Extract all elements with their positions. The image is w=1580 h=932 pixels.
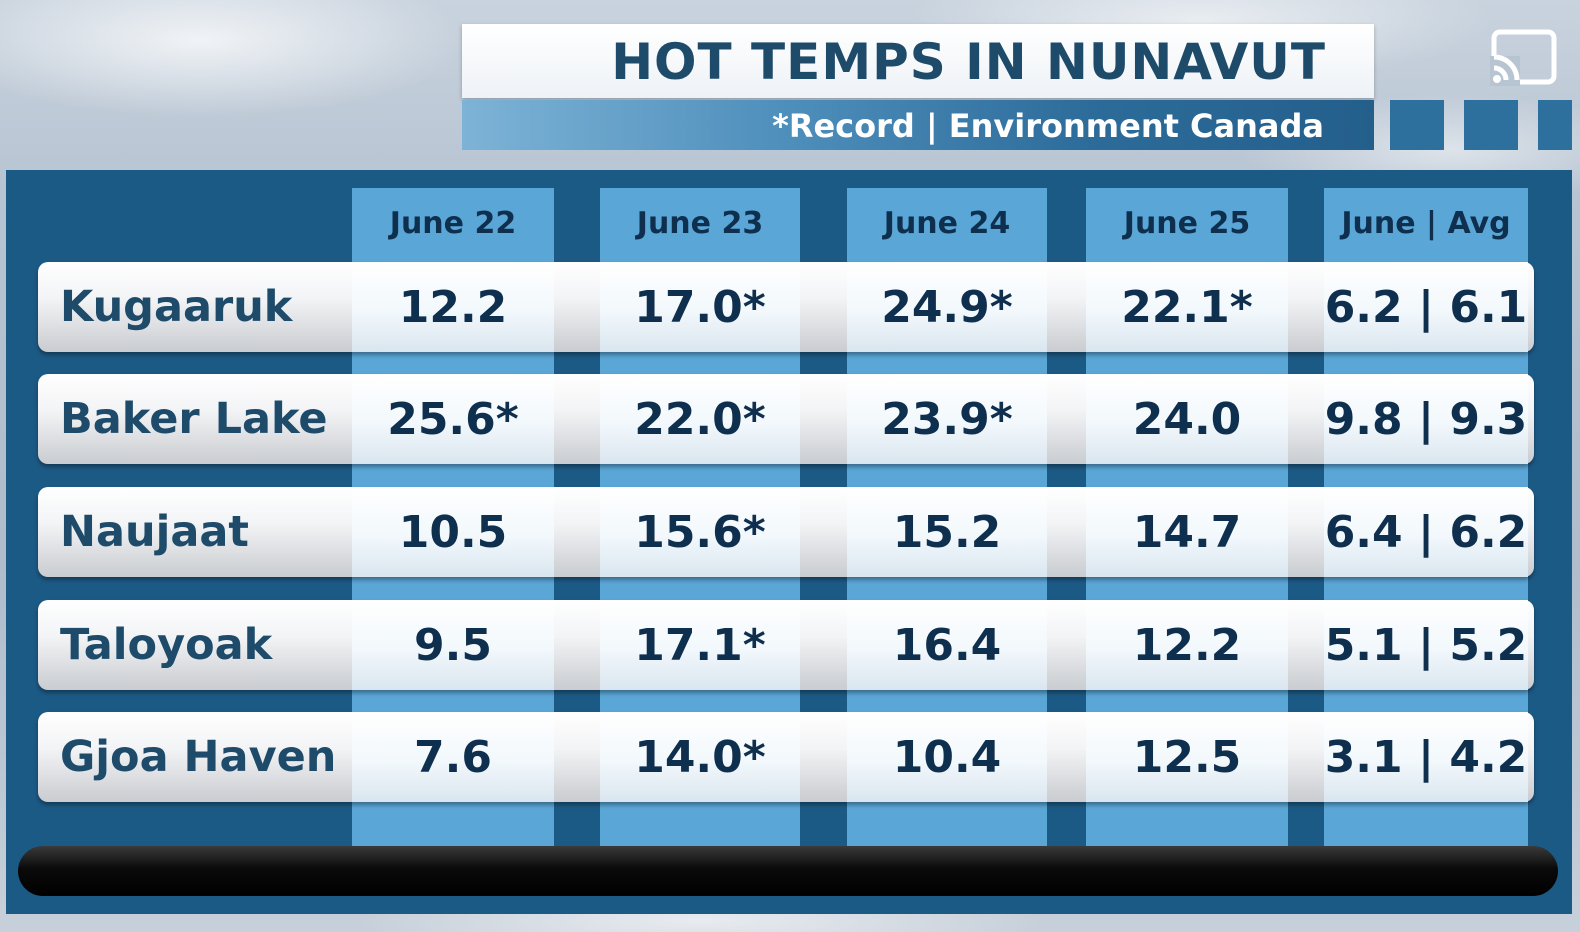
cell-value: 24.0: [1132, 393, 1242, 445]
bottom-bar: [18, 846, 1558, 896]
table-cell: [352, 600, 554, 690]
cell-value: 12.2: [398, 281, 508, 333]
cell-value: 25.6*: [387, 393, 519, 445]
cell-value: 10.4: [892, 731, 1002, 783]
column-header: June 25: [1123, 205, 1251, 241]
table-cell: [1086, 487, 1288, 577]
table-cell: [352, 712, 554, 802]
table-cell: [352, 374, 554, 464]
table-cell: [1324, 262, 1528, 352]
cell-value: 23.9*: [881, 393, 1013, 445]
table-cell: [600, 487, 800, 577]
row-label: Taloyoak: [60, 620, 273, 670]
cell-value: 14.7: [1132, 506, 1242, 558]
table-cell: [1324, 712, 1528, 802]
table-cell: [600, 600, 800, 690]
row-label: Baker Lake: [60, 394, 328, 444]
table-cell: [352, 487, 554, 577]
table-cell: [1324, 374, 1528, 464]
column-header: June 24: [883, 205, 1011, 241]
table-cell: [847, 262, 1047, 352]
cell-value: 12.5: [1132, 731, 1242, 783]
cell-value: 10.5: [398, 506, 508, 558]
subtitle-banner: *Record | Environment Canada: [462, 100, 1374, 150]
table-cell: [1086, 262, 1288, 352]
cell-value: 15.2: [892, 506, 1002, 558]
cell-value: 3.1 | 4.2: [1324, 731, 1528, 783]
table-cell: [847, 712, 1047, 802]
table-cell: [1086, 374, 1288, 464]
table-cell: [1324, 487, 1528, 577]
cell-value: 17.1*: [634, 619, 766, 671]
chart-title: HOT TEMPS IN NUNAVUT: [611, 33, 1326, 91]
cell-value: 22.1*: [1121, 281, 1253, 333]
cell-value: 6.4 | 6.2: [1324, 506, 1528, 558]
table-cell: [352, 262, 554, 352]
column-header: June | Avg: [1341, 205, 1511, 241]
cell-value: 9.8 | 9.3: [1324, 393, 1528, 445]
table-cell: [1086, 712, 1288, 802]
table-cell: [1324, 600, 1528, 690]
table-cell: [600, 262, 800, 352]
column-header: June 23: [636, 205, 764, 241]
decorative-square: [1538, 100, 1572, 150]
cell-value: 16.4: [892, 619, 1002, 671]
row-label: Gjoa Haven: [60, 732, 337, 782]
table-cell: [847, 374, 1047, 464]
decorative-square: [1390, 100, 1444, 150]
table-cell: [600, 712, 800, 802]
table-cell: [847, 600, 1047, 690]
row-label: Naujaat: [60, 507, 249, 557]
decorative-square: [1464, 100, 1518, 150]
cell-value: 6.2 | 6.1: [1324, 281, 1528, 333]
chart-subtitle: *Record | Environment Canada: [772, 107, 1324, 145]
cell-value: 9.5: [414, 619, 492, 671]
cell-value: 7.6: [414, 731, 492, 783]
cell-value: 22.0*: [634, 393, 766, 445]
table-cell: [1086, 600, 1288, 690]
cell-value: 15.6*: [634, 506, 766, 558]
table-cell: [847, 487, 1047, 577]
table-cell: [600, 374, 800, 464]
title-banner: HOT TEMPS IN NUNAVUT: [462, 24, 1374, 98]
column-header: June 22: [389, 205, 517, 241]
cell-value: 12.2: [1132, 619, 1242, 671]
cell-value: 17.0*: [634, 281, 766, 333]
cell-value: 14.0*: [634, 731, 766, 783]
row-label: Kugaaruk: [60, 282, 293, 332]
cell-value: 5.1 | 5.2: [1324, 619, 1528, 671]
cell-value: 24.9*: [881, 281, 1013, 333]
cast-icon[interactable]: [1490, 28, 1558, 86]
